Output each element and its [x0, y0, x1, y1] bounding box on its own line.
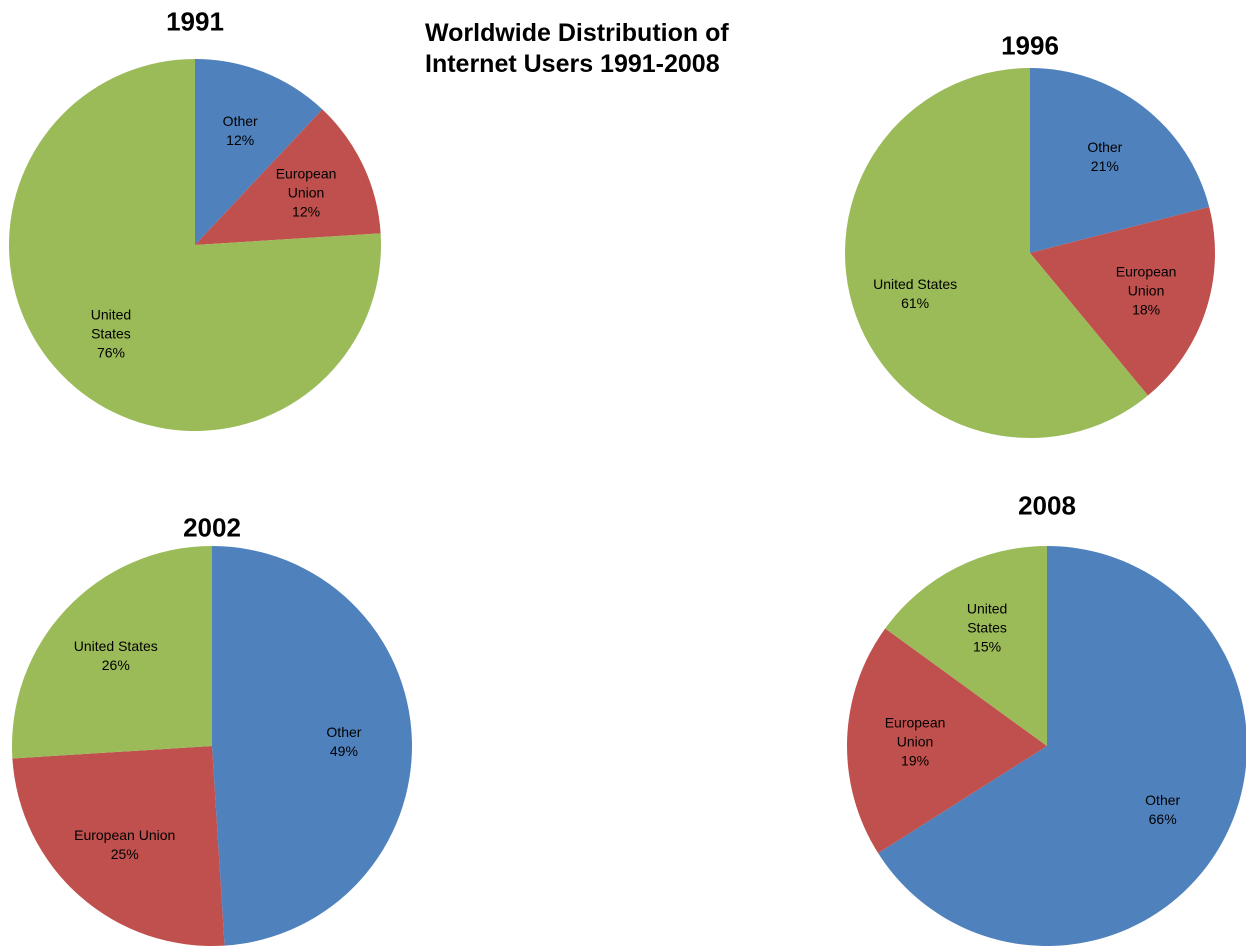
slice-category: United States: [73, 637, 158, 654]
slice-category: Other: [1087, 138, 1123, 155]
slice-category: Other: [222, 112, 258, 129]
pie-title: 1996: [1001, 30, 1059, 61]
pie-slice: [845, 68, 1148, 438]
slice-label: European Union 25%: [74, 826, 175, 864]
slice-category: United States: [966, 600, 1008, 636]
slice-label: United States 26%: [74, 637, 158, 675]
pie-slice: [9, 58, 382, 432]
pie-slice: [1030, 206, 1215, 396]
slice-value: 21%: [1090, 157, 1119, 174]
slice-label: European Union 12%: [266, 164, 346, 221]
pie-slice: [195, 59, 323, 245]
slice-category: European Union: [74, 827, 176, 843]
slice-value: 18%: [1132, 301, 1161, 318]
slice-category: Other: [326, 723, 362, 740]
slice-value: 49%: [329, 742, 358, 759]
slice-value: 15%: [973, 638, 1002, 655]
slice-value: 19%: [901, 752, 930, 769]
slice-label: Other 12%: [223, 112, 258, 150]
slice-label: Other 66%: [1145, 791, 1180, 829]
slice-value: 12%: [226, 131, 255, 148]
pie-title: 2008: [1018, 490, 1076, 521]
slice-label: Other 21%: [1087, 138, 1122, 176]
slice-category: European Union: [884, 714, 946, 750]
slice-label: Other 49%: [326, 723, 361, 761]
pie-title: 1991: [166, 6, 224, 37]
pie-slice: [12, 746, 225, 946]
slice-label: United States 76%: [71, 306, 151, 363]
slice-value: 66%: [1148, 810, 1177, 827]
slice-value: 76%: [96, 344, 125, 361]
slice-label: European Union 18%: [1096, 262, 1196, 319]
slice-value: 61%: [901, 295, 930, 312]
slice-category: Other: [1145, 791, 1181, 808]
pie-slice: [212, 546, 412, 946]
slice-value: 25%: [110, 846, 139, 862]
pie-slice: [878, 546, 1246, 946]
main-title: Worldwide Distribution of Internet Users…: [425, 19, 729, 78]
pie-slice: [11, 546, 212, 759]
slice-category: European Union: [1115, 263, 1177, 299]
slice-value: 26%: [101, 656, 130, 673]
pie-slice: [846, 628, 1047, 854]
pie-slice: [1030, 68, 1210, 253]
slice-category: European Union: [275, 165, 337, 201]
slice-label: United States 15%: [947, 600, 1027, 657]
slice-category: United States: [90, 306, 132, 342]
pie-slice: [195, 109, 381, 245]
slice-label: European Union 19%: [875, 713, 955, 770]
slice-category: United States: [873, 276, 958, 293]
slice-value: 12%: [292, 203, 321, 220]
slice-label: United States 61%: [873, 275, 957, 313]
pie-title: 2002: [183, 512, 241, 543]
pie-slice: [885, 546, 1047, 746]
